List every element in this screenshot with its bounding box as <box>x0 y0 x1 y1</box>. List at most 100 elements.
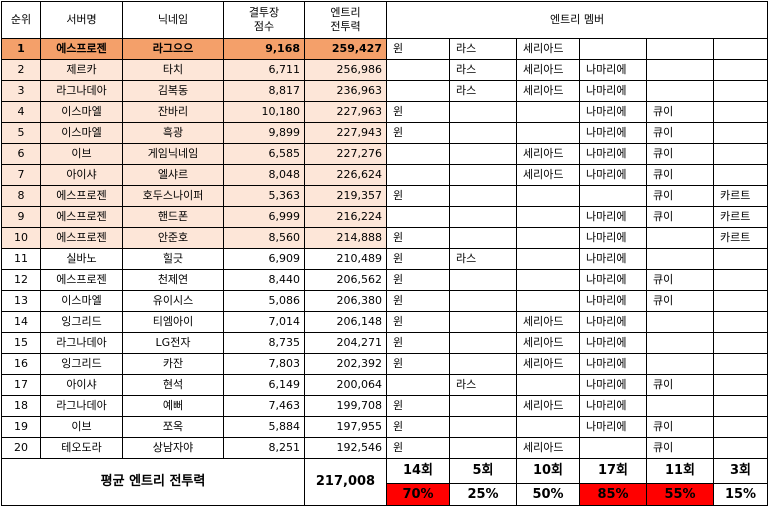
member-cell <box>646 248 714 270</box>
score-cell: 10,180 <box>223 101 305 123</box>
table-row: 17 아이샤 현석 6,149 200,064 라스 나마리에 큐이 <box>1 374 768 396</box>
nickname-cell: 흑광 <box>122 122 224 144</box>
member-count: 17회 <box>579 458 647 484</box>
ranking-table: 순위 서버명 닉네임 결투장 점수 엔트리 전투력 엔트리 멤버 1 에스프로젠 라그으… <box>1 1 768 506</box>
member-count: 14회 <box>386 458 450 484</box>
member-cell: 나마리에 <box>579 332 647 354</box>
power-cell: 202,392 <box>304 353 387 375</box>
member-cell: 세리아드 <box>516 353 580 375</box>
member-cell: 세리아드 <box>516 437 580 459</box>
server-cell: 잉그리드 <box>40 311 123 333</box>
member-cell: 큐이 <box>646 290 714 312</box>
table-row: 6 이브 게임닉네임 6,585 227,276 세리아드 나마리에 큐이 <box>1 143 768 165</box>
nickname-cell: LG전자 <box>122 332 224 354</box>
nickname-cell: 잔바리 <box>122 101 224 123</box>
average-value: 217,008 <box>304 458 387 506</box>
member-cell: 윈 <box>386 101 450 123</box>
member-cell <box>712 269 768 291</box>
server-cell: 이스마엘 <box>40 290 123 312</box>
member-cell: 윈 <box>386 311 450 333</box>
member-cell <box>516 374 580 396</box>
score-cell: 9,168 <box>223 38 305 60</box>
member-cell: 윈 <box>386 395 450 417</box>
rank-cell: 4 <box>1 101 41 123</box>
member-cell <box>449 311 517 333</box>
rank-cell: 18 <box>1 395 41 417</box>
score-cell: 5,086 <box>223 290 305 312</box>
member-cell: 나마리에 <box>579 59 647 81</box>
server-cell: 이스마엘 <box>40 101 123 123</box>
server-cell: 이스마엘 <box>40 122 123 144</box>
member-cell <box>516 185 580 207</box>
member-cell: 윈 <box>386 185 450 207</box>
member-percent: 55% <box>646 483 714 506</box>
member-percent: 15% <box>712 483 768 506</box>
member-cell: 나마리에 <box>579 374 647 396</box>
table-row: 12 에스프로젠 천제연 8,440 206,562 윈 나마리에 큐이 <box>1 269 768 291</box>
member-percent: 85% <box>579 483 647 506</box>
member-cell: 큐이 <box>646 206 714 228</box>
table-row: 18 라그나데아 예뻐 7,463 199,708 윈 세리아드 나마리에 <box>1 395 768 417</box>
member-cell <box>386 59 450 81</box>
member-cell <box>712 59 768 81</box>
member-cell: 세리아드 <box>516 164 580 186</box>
table-row: 5 이스마엘 흑광 9,899 227,943 윈 나마리에 큐이 <box>1 122 768 144</box>
nickname-cell: 핸드폰 <box>122 206 224 228</box>
score-cell: 7,463 <box>223 395 305 417</box>
member-cell <box>449 437 517 459</box>
table-row: 20 테오도라 상남자야 8,251 192,546 윈 세리아드 큐이 <box>1 437 768 459</box>
table-row: 1 에스프로젠 라그으으 9,168 259,427 윈 라스 세리아드 <box>1 38 768 60</box>
member-cell: 큐이 <box>646 101 714 123</box>
member-cell <box>449 332 517 354</box>
power-cell: 199,708 <box>304 395 387 417</box>
member-cell: 세리아드 <box>516 59 580 81</box>
member-cell <box>449 206 517 228</box>
member-count: 11회 <box>646 458 714 484</box>
member-cell: 윈 <box>386 122 450 144</box>
rank-cell: 12 <box>1 269 41 291</box>
server-cell: 제르카 <box>40 59 123 81</box>
member-cell <box>712 395 768 417</box>
member-cell: 나마리에 <box>579 80 647 102</box>
server-cell: 에스프로젠 <box>40 38 123 60</box>
server-cell: 테오도라 <box>40 437 123 459</box>
member-cell <box>386 206 450 228</box>
member-cell: 라스 <box>449 80 517 102</box>
average-label: 평균 엔트리 전투력 <box>1 458 305 506</box>
rank-cell: 9 <box>1 206 41 228</box>
member-cell: 카르트 <box>712 185 768 207</box>
power-cell: 214,888 <box>304 227 387 249</box>
member-cell: 윈 <box>386 38 450 60</box>
member-count: 3회 <box>712 458 768 484</box>
member-cell <box>646 59 714 81</box>
member-cell <box>712 143 768 165</box>
member-cell <box>386 80 450 102</box>
table-row: 2 제르카 타치 6,711 256,986 라스 세리아드 나마리에 <box>1 59 768 81</box>
member-cell <box>449 227 517 249</box>
member-cell: 나마리에 <box>579 416 647 438</box>
member-cell: 나마리에 <box>579 269 647 291</box>
member-cell <box>386 374 450 396</box>
member-cell: 윈 <box>386 332 450 354</box>
member-cell: 라스 <box>449 59 517 81</box>
member-cell <box>712 416 768 438</box>
table-row: 15 라그나데아 LG전자 8,735 204,271 윈 세리아드 나마리에 <box>1 332 768 354</box>
nickname-cell: 유이시스 <box>122 290 224 312</box>
power-cell: 236,963 <box>304 80 387 102</box>
member-cell: 나마리에 <box>579 206 647 228</box>
member-cell <box>579 38 647 60</box>
rank-cell: 20 <box>1 437 41 459</box>
member-cell: 나마리에 <box>579 227 647 249</box>
member-cell: 큐이 <box>646 143 714 165</box>
header-server: 서버명 <box>40 1 123 39</box>
member-percent: 70% <box>386 483 450 506</box>
power-cell: 259,427 <box>304 38 387 60</box>
member-cell: 윈 <box>386 437 450 459</box>
member-cell: 카르트 <box>712 227 768 249</box>
member-cell: 라스 <box>449 38 517 60</box>
power-cell: 204,271 <box>304 332 387 354</box>
member-cell: 나마리에 <box>579 395 647 417</box>
member-cell: 세리아드 <box>516 311 580 333</box>
rank-cell: 10 <box>1 227 41 249</box>
member-cell <box>516 206 580 228</box>
